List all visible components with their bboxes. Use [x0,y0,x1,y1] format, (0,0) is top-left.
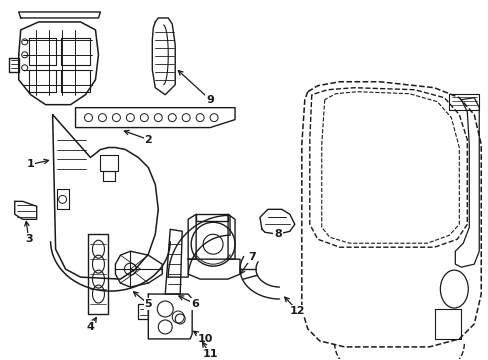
Text: 9: 9 [206,95,214,105]
Text: 4: 4 [86,322,94,332]
Text: 8: 8 [273,229,281,239]
Text: 5: 5 [144,299,152,309]
Text: 7: 7 [247,252,255,262]
Text: 12: 12 [289,306,305,316]
Text: 2: 2 [144,135,152,145]
Text: 10: 10 [197,334,212,344]
Text: 3: 3 [25,234,32,244]
Text: 6: 6 [191,299,199,309]
Text: 1: 1 [27,159,35,170]
Text: 11: 11 [202,349,218,359]
